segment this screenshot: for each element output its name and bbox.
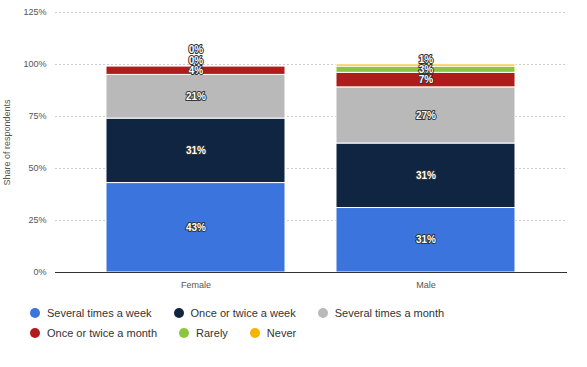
svg-text:125%: 125% (23, 7, 46, 17)
svg-text:3%: 3% (419, 64, 434, 75)
svg-text:7%: 7% (419, 74, 434, 85)
svg-text:50%: 50% (28, 163, 46, 173)
svg-text:31%: 31% (186, 145, 206, 156)
svg-text:1%: 1% (419, 54, 434, 65)
html-text:Once or twice a month: Once or twice a month (47, 327, 158, 339)
html-text:Rarely: Rarely (196, 327, 228, 339)
svg-text:27%: 27% (416, 110, 436, 121)
svg-text:75%: 75% (28, 111, 46, 121)
html-text:Once or twice a week: Once or twice a week (190, 307, 296, 319)
svg-text:100%: 100% (23, 59, 46, 69)
html-text:Never: Never (266, 327, 297, 339)
svg-text:4%: 4% (189, 65, 204, 76)
svg-text:Share of respondents: Share of respondents (2, 99, 12, 186)
svg-text:31%: 31% (416, 170, 436, 181)
svg-text:25%: 25% (28, 215, 46, 225)
svg-text:0%: 0% (189, 55, 204, 66)
svg-text:43%: 43% (186, 222, 206, 233)
svg-text:0%: 0% (189, 44, 204, 55)
html-text:Several times a month: Several times a month (334, 307, 445, 319)
svg-text:Male: Male (416, 280, 436, 290)
svg-text:0%: 0% (33, 267, 46, 277)
svg-text:31%: 31% (416, 234, 436, 245)
svg-text:Female: Female (181, 280, 211, 290)
html-text:Several times a week: Several times a week (47, 307, 152, 319)
svg-text:21%: 21% (186, 91, 206, 102)
